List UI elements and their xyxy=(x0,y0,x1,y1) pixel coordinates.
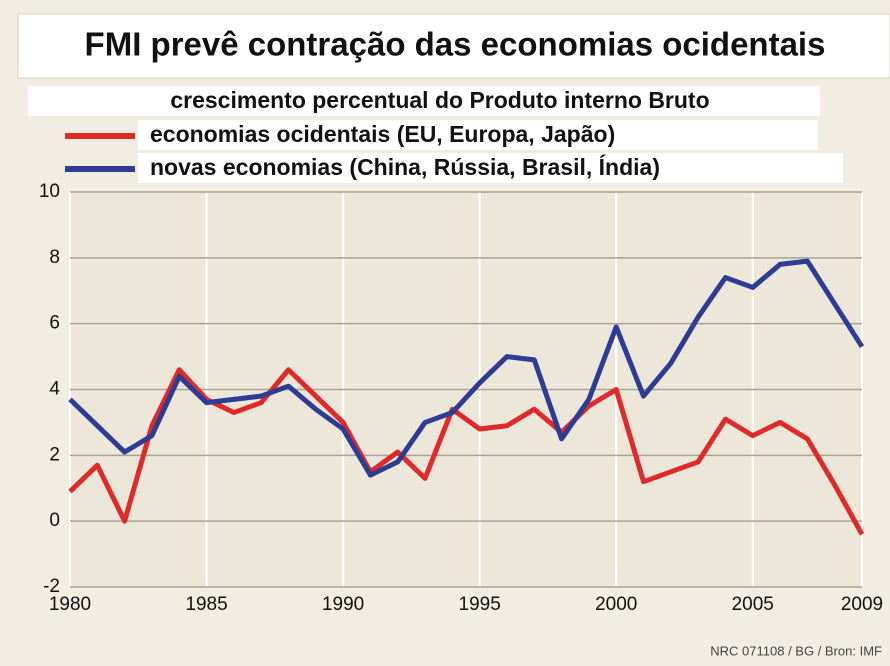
source: NRC 071108 / BG / Bron: IMF xyxy=(710,643,882,658)
legend-label: economias ocidentais (EU, Europa, Japão) xyxy=(150,121,615,147)
y-tick-label: 8 xyxy=(49,247,60,268)
y-tick-label: 0 xyxy=(49,510,60,531)
legend-box xyxy=(138,120,818,150)
legend-box xyxy=(138,153,843,183)
y-tick-label: -2 xyxy=(43,576,60,597)
subtitle-box xyxy=(28,86,820,116)
line-series xyxy=(68,258,865,478)
title-box xyxy=(17,13,890,79)
x-tick-label: 2005 xyxy=(732,594,774,615)
y-tick-label: 2 xyxy=(49,444,60,465)
x-tick-label: 2000 xyxy=(595,594,637,615)
legend-label: novas economias (China, Rússia, Brasil, … xyxy=(150,153,660,180)
y-tick-label: 6 xyxy=(49,313,60,334)
x-tick-label: 2009 xyxy=(841,594,883,615)
x-tick-label: 1980 xyxy=(49,594,91,615)
subtitle: crescimento percentual do Produto intern… xyxy=(170,87,709,113)
line-series xyxy=(68,367,865,536)
x-tick-label: 1990 xyxy=(322,594,364,615)
x-tick-label: 1995 xyxy=(459,594,501,615)
x-tick-label: 1985 xyxy=(185,594,227,615)
chart-title: FMI prevê contração das economias ociden… xyxy=(85,26,826,63)
y-tick-label: 4 xyxy=(49,379,60,400)
y-tick-label: 10 xyxy=(39,181,60,202)
